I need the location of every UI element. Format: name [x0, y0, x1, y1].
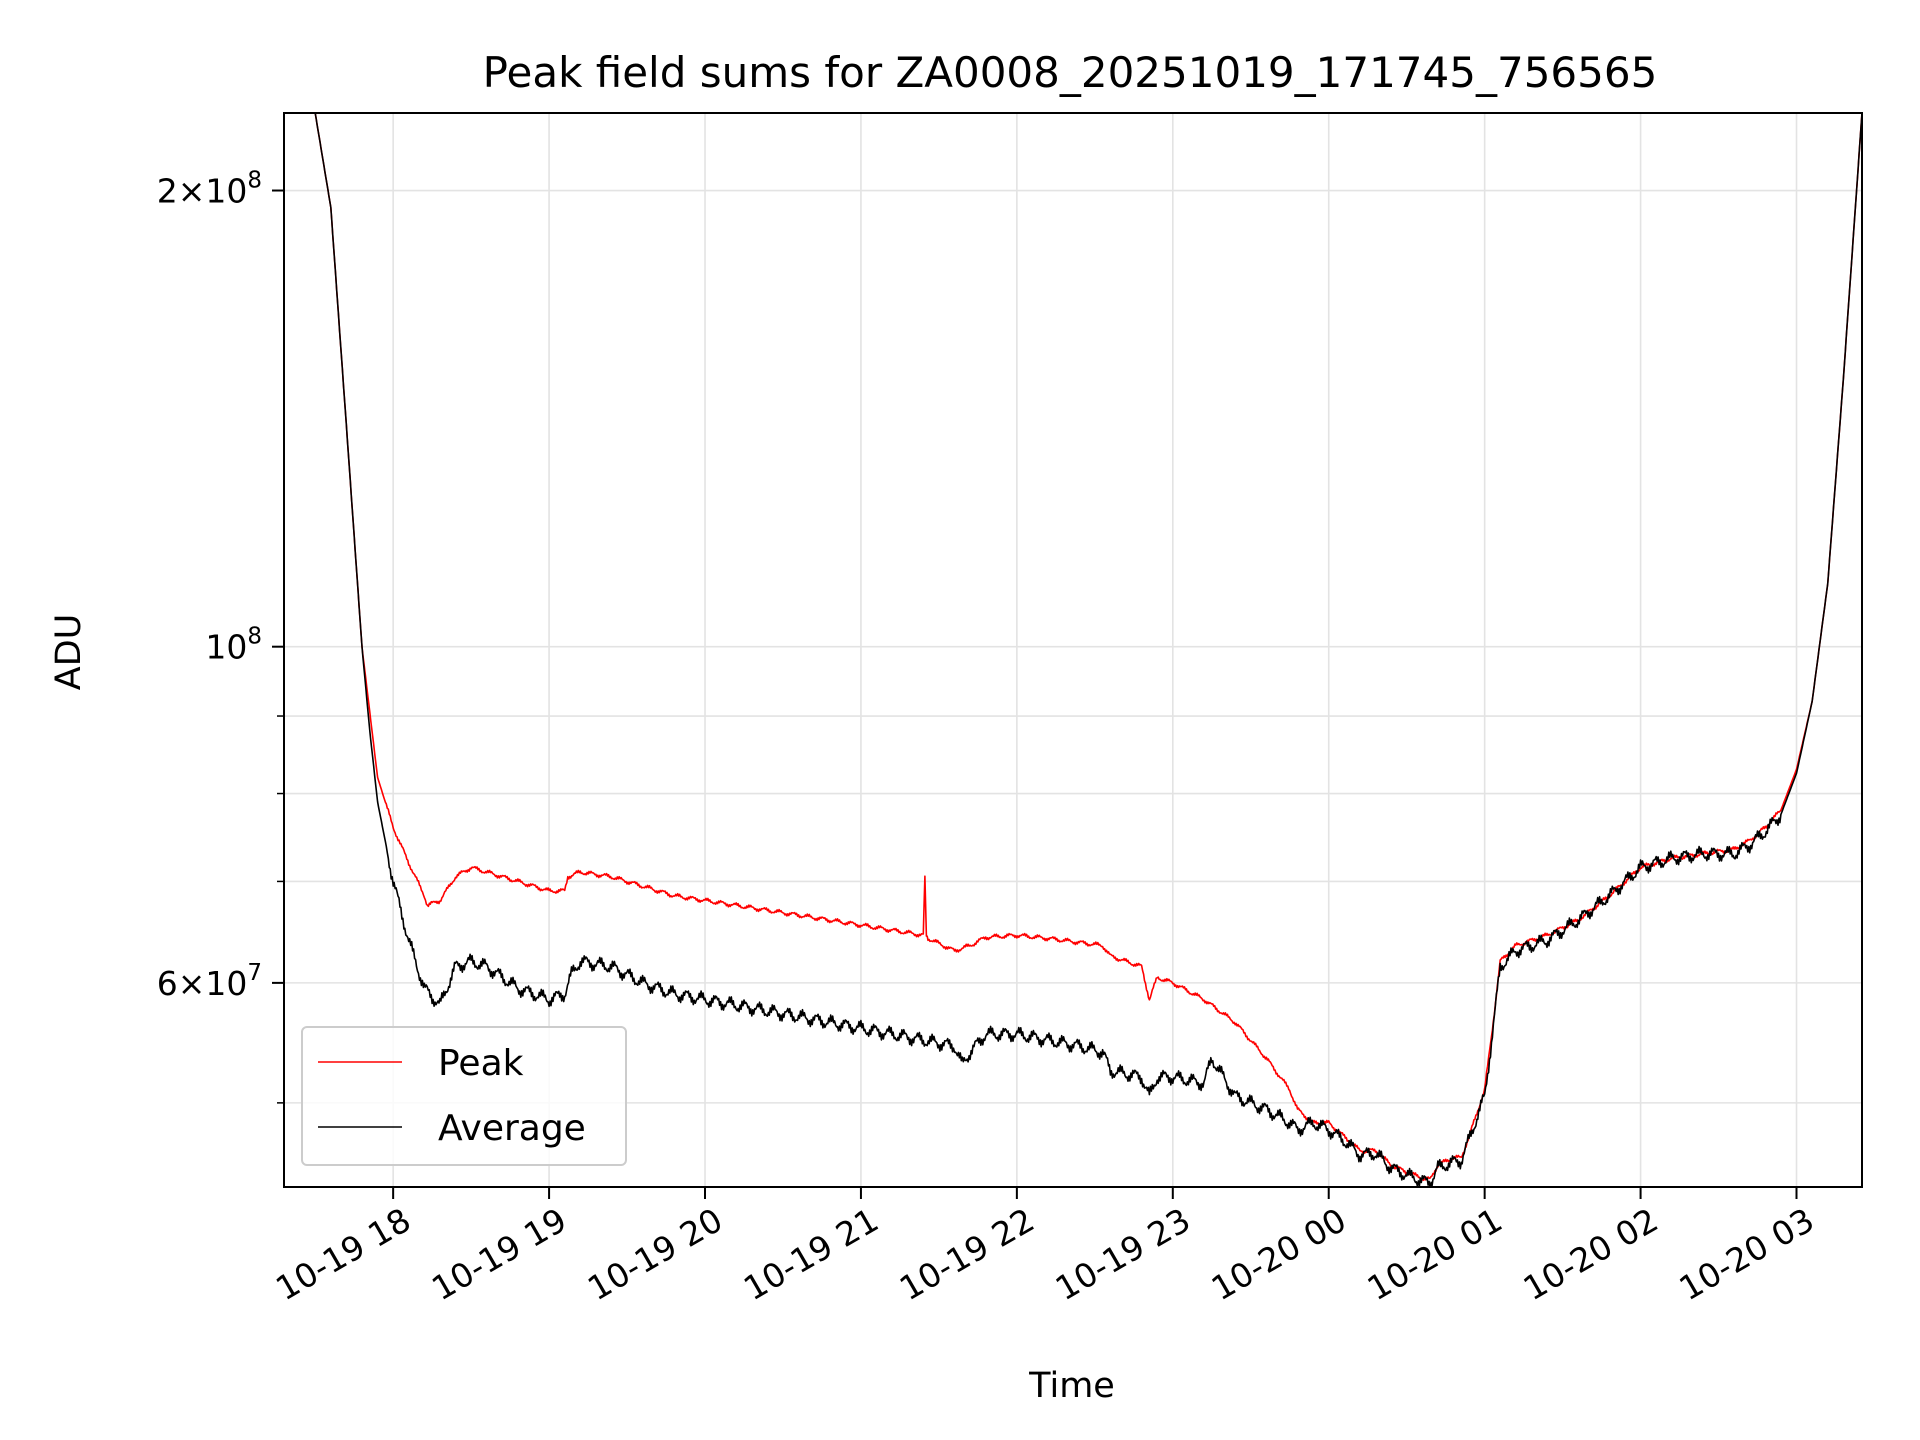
legend-label-average: Average [438, 1108, 586, 1149]
y-tick-base: 10 [205, 964, 247, 1003]
y-tick-exponent: 8 [247, 168, 262, 194]
y-tick-exponent: 7 [247, 960, 262, 986]
plot-frame [283, 112, 1863, 1188]
grid [284, 113, 1862, 1187]
y-tick-exponent: 8 [247, 624, 262, 650]
y-tick-label: 6×107 [157, 960, 262, 1003]
y-tick-times: × [178, 964, 206, 1003]
series-line-peak [284, 113, 1862, 1182]
plot-lines [284, 113, 1862, 1187]
y-tick-times: × [178, 172, 206, 211]
x-axis-label: Time [1028, 1366, 1115, 1406]
legend: Peak Average [301, 1026, 627, 1166]
y-tick-base: 10 [205, 172, 247, 211]
y-tick-base: 10 [205, 628, 247, 667]
legend-label-peak: Peak [438, 1043, 524, 1084]
y-tick-label: 2×108 [157, 168, 262, 211]
y-tick-label: 108 [205, 624, 262, 667]
y-tick-mantissa: 2 [157, 172, 178, 211]
y-axis-label: ADU [49, 614, 89, 691]
chart-title: Peak field sums for ZA0008_20251019_1717… [483, 48, 1658, 97]
series-line-average [284, 113, 1862, 1187]
y-tick-mantissa: 6 [157, 964, 178, 1003]
x-grid-lines [392, 113, 1798, 1187]
